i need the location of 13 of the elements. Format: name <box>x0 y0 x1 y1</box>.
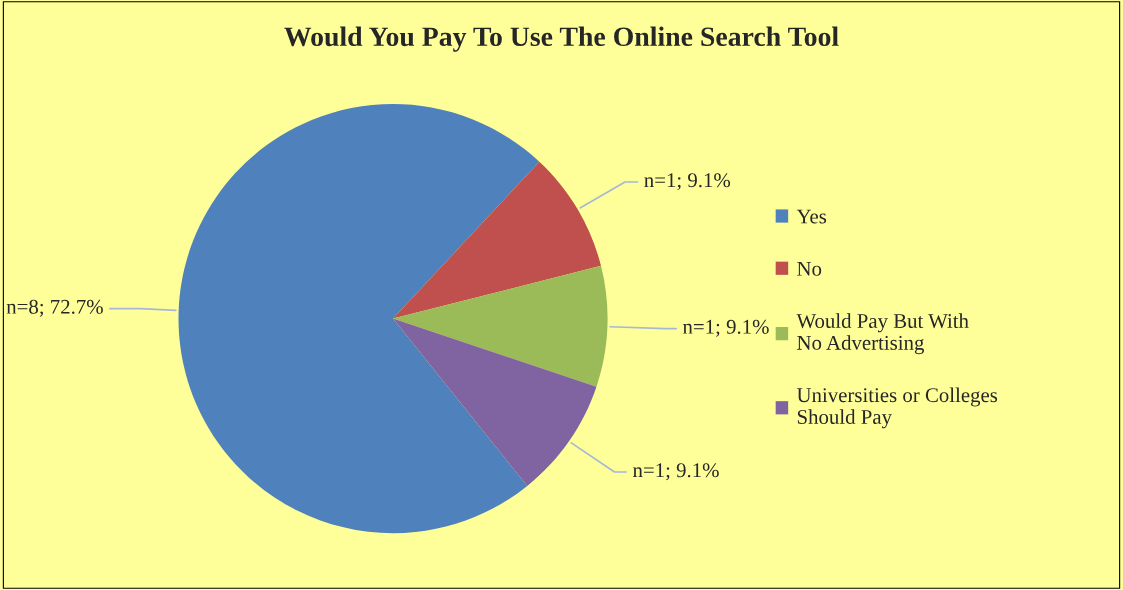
legend-label: Yes <box>796 209 827 224</box>
legend-label: No <box>797 261 822 276</box>
data-label: n=1; 9.1% <box>682 319 769 337</box>
pie-slice <box>393 161 601 319</box>
legend-label: Would Pay But With No Advertising <box>796 313 969 355</box>
legend-label: Universities or Colleges Should Pay <box>796 387 998 429</box>
pie-slice <box>393 265 608 387</box>
data-label: n=8; 72.7% <box>6 299 103 317</box>
pie-slice <box>393 318 597 486</box>
chart-title: Would You Pay To Use The Online Search Tool <box>284 26 839 52</box>
data-label: n=1; 9.1% <box>633 463 719 481</box>
pie-slice <box>178 104 540 534</box>
data-label: n=1; 9.1% <box>644 173 731 191</box>
